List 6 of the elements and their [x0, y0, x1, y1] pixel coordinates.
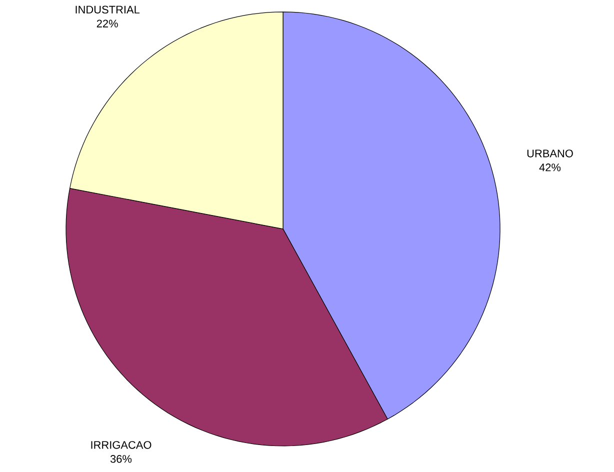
data-label: 36%: [110, 455, 132, 463]
data-label: 22%: [96, 20, 118, 28]
data-label: 42%: [539, 164, 561, 172]
slice-label: IRRIGACAO: [91, 441, 152, 449]
slice-label: URBANO: [527, 150, 573, 158]
slice-label: INDUSTRIAL: [76, 6, 140, 14]
